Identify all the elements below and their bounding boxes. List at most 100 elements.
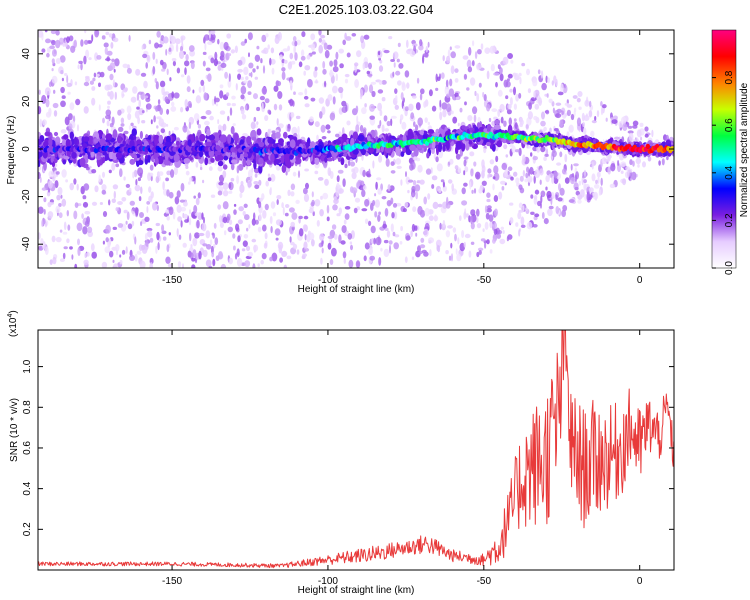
spectrogram-cell — [87, 226, 93, 233]
spectrogram-cell — [318, 44, 324, 54]
spectrogram-cell — [104, 84, 111, 91]
spectrogram-cell — [253, 244, 259, 252]
spectrogram-cell — [166, 108, 170, 115]
spectrogram-cell — [561, 110, 564, 115]
spectrogram-cell — [506, 78, 510, 82]
spectrogram-cell — [108, 199, 111, 206]
spectrogram-cell — [478, 250, 482, 255]
spectrogram-cell — [83, 55, 87, 65]
spectrogram-cell — [514, 122, 518, 130]
spectrogram-cell — [231, 159, 238, 164]
spectrogram-cell — [247, 181, 252, 188]
spectrogram-cell — [423, 101, 427, 108]
spectrogram-cell — [183, 213, 188, 219]
spectrogram-cell — [397, 80, 402, 86]
spectrogram-cell — [470, 215, 473, 225]
spectrogram-cell — [46, 47, 51, 53]
spectrogram-cell — [410, 230, 413, 238]
spectrogram-cell — [177, 261, 182, 268]
spectrogram-cell — [70, 45, 76, 53]
spectrogram-cell — [84, 210, 91, 215]
spectrogram-cell — [240, 41, 246, 46]
spectrogram-cell — [501, 186, 505, 191]
spectrogram-cell — [310, 33, 316, 41]
spectrogram-cell — [44, 87, 51, 96]
spectrogram-cell — [149, 262, 153, 268]
spectrogram-cell — [273, 85, 279, 92]
spectrogram-cell — [219, 215, 223, 223]
spectrogram-cell — [394, 104, 399, 110]
spectrogram-cell — [346, 52, 351, 58]
spectrogram-cell — [534, 189, 540, 195]
spectrogram-cell — [113, 190, 117, 199]
spectrogram-cell — [270, 226, 273, 234]
spectrogram-cell — [391, 212, 395, 219]
spectrogram-cell — [590, 130, 595, 138]
spectrogram-cell — [264, 115, 269, 121]
spectrogram-cell — [253, 181, 259, 185]
spectrogram-cell — [500, 226, 504, 230]
spectrogram-cell — [145, 240, 149, 248]
spectrogram-cell — [283, 131, 288, 139]
spectrogram-cell — [162, 181, 165, 191]
spectrogram-cell — [66, 210, 70, 217]
spectrogram-cell — [213, 58, 218, 67]
spectrogram-cell — [510, 59, 514, 64]
snr-y-multiplier: (x104) — [7, 310, 19, 337]
spectrogram-cell — [66, 238, 70, 244]
spectrogram-cell — [588, 187, 594, 193]
spectrogram-cell — [198, 232, 205, 237]
spectrogram-cell — [261, 102, 264, 112]
spectrogram-cell — [372, 160, 375, 169]
spectrogram-cell — [503, 120, 507, 127]
spectrogram-cell — [486, 123, 492, 134]
spectrogram-cell — [180, 182, 185, 192]
spectrogram-cell — [383, 115, 388, 122]
spectrogram-cell — [451, 253, 453, 262]
spectrogram-cell — [239, 192, 243, 199]
spectrogram-cell — [592, 191, 599, 200]
spectrogram-cell — [152, 202, 158, 211]
spectrogram-cell — [447, 225, 453, 229]
spectrogram-cell — [622, 123, 628, 131]
spectrogram-cell — [566, 131, 570, 138]
spectrogram-cell — [267, 128, 271, 138]
spectrogram-cell — [131, 128, 137, 137]
spectrogram-cell — [594, 116, 597, 121]
spectrogram-cell — [555, 194, 558, 201]
spectrogram-cell — [208, 166, 213, 171]
spectrogram-cell — [482, 228, 485, 233]
spectrogram-cell — [461, 200, 468, 206]
spectrogram-cell — [388, 240, 393, 245]
spectrogram-cell — [230, 126, 235, 135]
spectrogram-cell — [526, 68, 530, 76]
spectrogram-cell — [545, 175, 550, 183]
spectrogram-cell — [518, 72, 522, 77]
spectrogram-cell — [45, 221, 47, 228]
spectrogram-cell — [508, 117, 512, 126]
spectrogram-cell — [311, 239, 315, 247]
spectrogram-cell — [207, 41, 213, 45]
spectrogram-cell — [329, 60, 333, 67]
spectrogram-cell — [530, 152, 533, 157]
spectrogram-cell — [150, 175, 153, 182]
spectrogram-cell — [369, 103, 375, 112]
spectrogram-cell — [161, 68, 166, 72]
spectrogram-cell — [137, 159, 144, 166]
spectrogram-cell — [568, 199, 575, 203]
spectrogram-cell — [282, 48, 289, 52]
spectrogram-cell — [478, 82, 482, 88]
spectrogram-cell — [412, 43, 418, 47]
spectrogram-cell — [44, 131, 51, 137]
spectrogram-cell — [506, 109, 512, 115]
spectrogram-cell — [55, 39, 61, 49]
spectrogram-cell — [404, 201, 409, 208]
spectrogram-cell — [164, 96, 169, 103]
spectrogram-cell — [285, 171, 288, 176]
spectrogram-cell — [111, 198, 117, 204]
spectrogram-cell — [314, 157, 320, 165]
spectrogram-cell — [457, 237, 460, 245]
spectrogram-cell — [178, 234, 182, 240]
spectrogram-cell — [214, 51, 218, 61]
spectrogram-cell — [269, 57, 272, 66]
